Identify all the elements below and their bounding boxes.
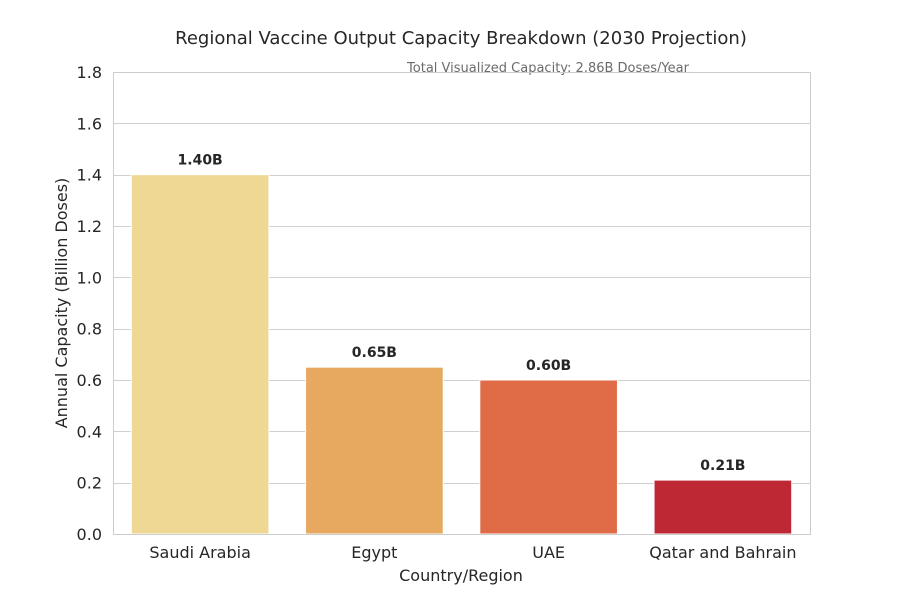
bar-value-label: 0.60B [526, 358, 571, 374]
bar-value-label: 0.21B [700, 458, 745, 474]
y-tick-label: 1.6 [77, 114, 102, 133]
data-labels: 1.40B 0.65B 0.60B 0.21B [178, 153, 746, 474]
x-axis-ticks: Saudi Arabia Egypt UAE Qatar and Bahrain [149, 543, 796, 562]
bar-uae [479, 379, 618, 535]
x-tick-label: Qatar and Bahrain [649, 543, 796, 562]
y-axis-label: Annual Capacity (Billion Doses) [52, 178, 71, 429]
x-tick-label: Saudi Arabia [149, 543, 251, 562]
x-tick-label: Egypt [351, 543, 397, 562]
x-tick-label: UAE [532, 543, 565, 562]
y-axis-ticks: 0.0 0.2 0.4 0.6 0.8 1.0 1.2 1.4 1.6 1.8 [77, 63, 102, 544]
bars [130, 174, 793, 535]
x-axis-label: Country/Region [399, 566, 523, 585]
bar-value-label: 1.40B [178, 153, 223, 169]
bar-qatar-and-bahrain [653, 479, 793, 535]
bar-saudi-arabia [130, 174, 270, 535]
chart-title: Regional Vaccine Output Capacity Breakdo… [175, 28, 747, 49]
bar-value-label: 0.65B [352, 345, 397, 361]
bar-egypt [305, 366, 444, 535]
y-tick-label: 1.4 [77, 166, 102, 185]
y-tick-label: 0.4 [77, 422, 102, 441]
y-tick-label: 0.0 [77, 525, 102, 544]
y-tick-label: 0.8 [77, 320, 102, 339]
plot-frame [113, 72, 811, 535]
y-tick-label: 1.2 [77, 217, 102, 236]
y-tick-label: 0.6 [77, 371, 102, 390]
y-tick-label: 0.2 [77, 474, 102, 493]
y-tick-label: 1.0 [77, 268, 102, 287]
y-tick-label: 1.8 [77, 63, 102, 82]
chart-subtitle: Total Visualized Capacity: 2.86B Doses/Y… [406, 61, 690, 76]
